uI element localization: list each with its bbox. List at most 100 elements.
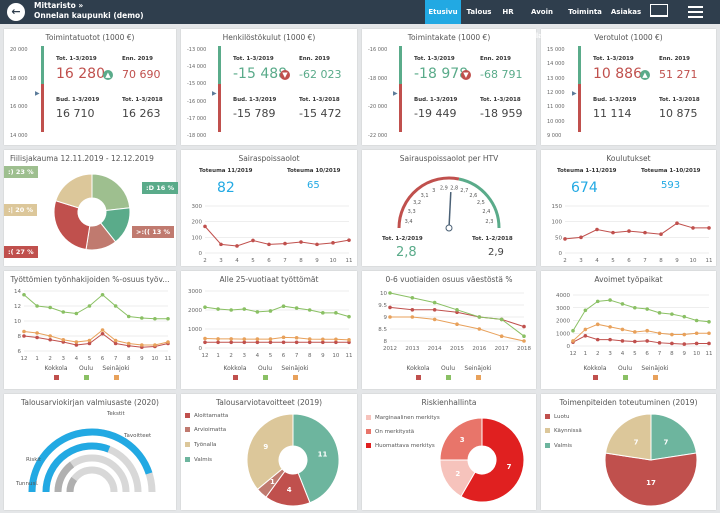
label-forecast: Enn. 2019	[299, 56, 330, 62]
tab-asiakas[interactable]: Asiakas	[610, 8, 642, 16]
value-budget: 11 114	[593, 107, 632, 120]
value-current: 2,8	[396, 245, 417, 260]
data-point	[153, 343, 157, 347]
y-tick-label: 150	[552, 204, 563, 210]
tab-talous[interactable]: Talous	[466, 8, 492, 16]
legend-kaynnissa: Käynnissä	[545, 428, 582, 434]
data-point	[166, 340, 170, 344]
y-tick-label: 8	[384, 339, 388, 345]
y-tick-label: 300	[192, 204, 203, 210]
value-previous: -18 959	[480, 107, 523, 120]
data-point	[627, 229, 631, 233]
tab-avoin-data[interactable]: Avoin data	[531, 8, 553, 40]
data-point	[522, 339, 526, 343]
card-sairaspoissaolot[interactable]: Sairaspoissaolot Toteuma 11/2019 82 Tote…	[181, 150, 357, 266]
data-point	[432, 308, 437, 312]
kpi-card[interactable]: Verotulot (1000 €) 15 000 14 000 13 000 12 0…	[541, 29, 716, 145]
data-point	[140, 316, 144, 320]
data-point	[87, 304, 92, 308]
kpi-card[interactable]: Toimintatuotot (1000 €) 20 000 18 000 16 00…	[4, 29, 176, 145]
x-tick-label: 2	[563, 258, 567, 264]
x-tick-label: 8	[127, 356, 131, 362]
y-tick-label: 0	[559, 251, 563, 257]
data-point	[268, 309, 273, 313]
legend-swatch	[653, 375, 658, 380]
data-point	[657, 331, 662, 336]
tab-etusivu[interactable]: Etusivu	[425, 0, 461, 24]
x-tick-label: 11	[706, 351, 713, 357]
x-tick-label: 7	[295, 353, 299, 359]
x-tick-label: 5	[251, 258, 255, 264]
tab-hr[interactable]: HR	[502, 8, 514, 16]
legend-swatch	[545, 443, 550, 448]
card-koulutukset[interactable]: Koulutukset Toteuma 1-11/2019 674 Toteum…	[541, 150, 716, 266]
x-tick-label: 3	[219, 258, 223, 264]
x-tick-label: 6	[267, 258, 271, 264]
sick-leave-line-chart: 0 100 200 300 2 3 4 5 6 7 8 9 10 11	[192, 204, 353, 264]
data-point	[100, 331, 105, 336]
value-current: 82	[217, 180, 235, 196]
progress-bar	[42, 442, 111, 493]
card-htv[interactable]: Sairauspoissaolot per HTV 3,4 3,3 3,2 3,1 3 2…	[362, 150, 536, 266]
card-tyottomat-osuus[interactable]: Työttömien työnhakijoiden %-osuus työv..…	[4, 271, 176, 389]
back-arrow-icon[interactable]: ←	[7, 3, 25, 21]
gauge-tick-label: 2,7	[460, 188, 468, 194]
trend-down-icon: ▼	[461, 70, 471, 80]
legend-label: Käynnissä	[554, 428, 582, 434]
data-point	[100, 328, 105, 332]
x-tick-label: 3	[579, 258, 583, 264]
card-title: Sairaspoissaolot	[238, 154, 300, 163]
card-0-6-vuotiaat[interactable]: 0-6 vuotiaiden osuus väestöstä % 8 8.5 9 9.…	[362, 271, 536, 389]
kpi-card[interactable]: Toimintakate (1000 €) -16 000 -18 000 -20 0…	[362, 29, 536, 145]
legend-huomattava: Huomattava merkitys	[366, 443, 435, 449]
hamburger-menu-icon[interactable]	[688, 3, 703, 20]
legend-arvioimatta: Arvioimatta	[185, 427, 226, 433]
legend-swatch	[623, 375, 628, 380]
card-alle25[interactable]: Alle 25-vuotiaat työttömät 0 1000 2000 3000…	[181, 271, 357, 389]
card-riskienhallinta[interactable]: Riskienhallinta Marginaalinen merkitys O…	[362, 394, 536, 510]
card-title: Toimintakate (1000 €)	[407, 33, 491, 42]
axis-tick: -15 000	[187, 81, 207, 88]
card-title: Avoimet työpaikat	[594, 275, 663, 284]
kpi-card[interactable]: Henkilöstökulut (1000 €) -13 000 -14 000 -1…	[181, 29, 357, 145]
axis-tick: 16 000	[10, 104, 28, 111]
series-line	[23, 294, 168, 320]
data-point	[620, 327, 625, 332]
x-tick-label: 1	[35, 356, 39, 362]
card-title: Henkilöstökulut (1000 €)	[222, 33, 316, 42]
breadcrumb[interactable]: Mittaristo »	[34, 1, 84, 10]
card-title: Koulutukset	[606, 154, 651, 163]
card-talousarviokirja[interactable]: Talousarviokirjan valmiusaste (2020) Tek…	[4, 394, 176, 510]
data-point	[283, 241, 287, 246]
data-point	[388, 305, 392, 310]
label-tunnusl: Tunnusl.	[16, 481, 39, 487]
card-talousarviotavoitteet[interactable]: Talousarviotavoitteet (2019) Aloittamatt…	[181, 394, 357, 510]
card-toimenpiteet[interactable]: Toimenpiteiden toteutuminen (2019) Luotu…	[541, 394, 716, 510]
data-point	[611, 230, 615, 235]
actions-slice	[604, 413, 652, 461]
card-fiilisjakauma[interactable]: Fiilisjakauma 12.11.2019 - 12.12.2019 :)…	[4, 150, 179, 266]
card-title: Talousarviotavoitteet (2019)	[215, 398, 323, 407]
data-point	[294, 340, 299, 345]
gauge-tick-label: 2,8	[450, 185, 458, 191]
y-tick-label: 1000	[188, 327, 202, 333]
card-avoimet-tyopaikat[interactable]: Avoimet työpaikat 0 1000 2000 3000 4000 12 1 2 3…	[541, 271, 716, 389]
data-point	[694, 318, 699, 323]
data-point	[579, 235, 583, 240]
series-line	[389, 292, 525, 337]
y-tick-label: 0	[199, 346, 203, 352]
x-tick-label: 7	[283, 258, 287, 264]
card-title: Sairauspoissaolot per HTV	[399, 154, 499, 163]
x-tick-label: 2	[229, 353, 233, 359]
data-point	[432, 317, 437, 322]
x-tick-label: 11	[165, 356, 172, 362]
x-tick-label: 9	[315, 258, 319, 264]
x-tick-label: 6	[627, 258, 631, 264]
tab-toiminta[interactable]: Toiminta	[568, 8, 602, 16]
x-tick-label: 2015	[450, 346, 464, 352]
value-previous: 10 875	[659, 107, 698, 120]
y-tick-label: 0	[199, 251, 203, 257]
presentation-icon[interactable]	[650, 4, 668, 17]
axis-tick: -16 000	[187, 98, 207, 105]
